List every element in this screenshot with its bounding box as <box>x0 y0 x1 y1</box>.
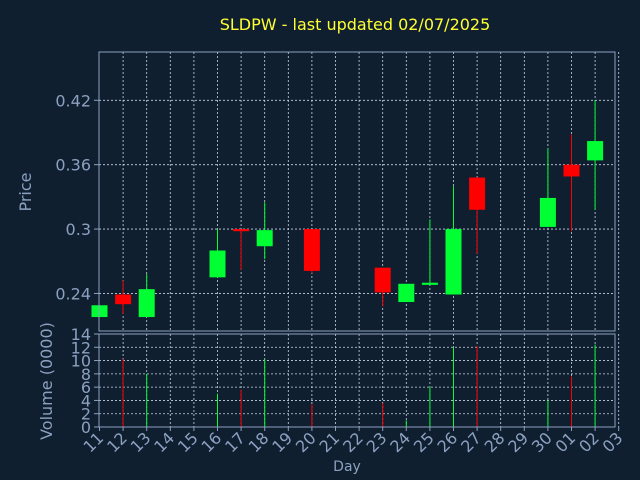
volume-axis-label: Volume (0000) <box>37 322 56 440</box>
candle-body <box>303 229 320 271</box>
volume-tick-label: 0 <box>81 418 91 437</box>
price-axis-label: Price <box>16 172 35 211</box>
volume-tick-label: 14 <box>71 325 91 344</box>
candle-body <box>421 282 438 285</box>
candle-body <box>374 267 391 293</box>
candle-body <box>445 229 462 295</box>
x-tick-label: 03 <box>599 428 627 456</box>
candle-body <box>563 164 580 177</box>
candle-body <box>138 289 155 318</box>
volume-tick-label: 4 <box>81 391 91 410</box>
volume-tick-label: 8 <box>81 365 91 384</box>
volume-tick-label: 2 <box>81 405 91 424</box>
price-gridlines <box>99 52 620 331</box>
price-tick-label: 0.36 <box>55 156 91 175</box>
candle-body <box>256 230 273 247</box>
chart-title: SLDPW - last updated 02/07/2025 <box>220 15 491 34</box>
volume-panel-frame <box>98 333 616 428</box>
candle-body <box>587 141 604 161</box>
candle-body <box>398 283 415 303</box>
x-axis-label: Day <box>333 459 361 475</box>
volume-tick-label: 12 <box>71 338 91 357</box>
candle-body <box>209 250 226 278</box>
x-axis-ticks: 1112131415161718192021222324252627282930… <box>79 427 627 456</box>
volume-tick-label: 6 <box>81 378 91 397</box>
price-panel-frame <box>98 51 616 332</box>
price-tick-label: 0.24 <box>55 284 91 303</box>
volume-bars <box>122 344 596 427</box>
price-candles <box>91 100 604 318</box>
volume-gridlines <box>99 334 620 427</box>
candle-body <box>539 197 556 227</box>
price-tick-label: 0.3 <box>66 220 91 239</box>
candle-body <box>469 177 486 210</box>
candle-body <box>233 229 250 232</box>
price-tick-label: 0.42 <box>55 91 91 110</box>
price-axis-ticks: 0.24 0.3 0.36 0.42 <box>55 91 99 303</box>
candle-body <box>115 294 132 305</box>
volume-tick-label: 10 <box>71 352 91 371</box>
